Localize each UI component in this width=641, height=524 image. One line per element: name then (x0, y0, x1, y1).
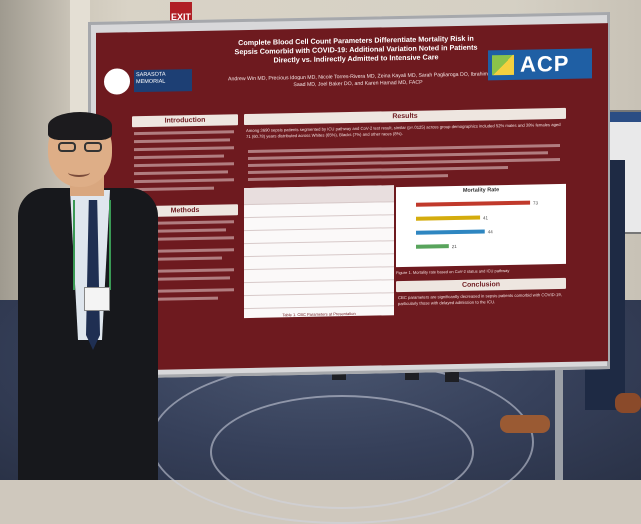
bar-value-label: 41 (483, 215, 489, 220)
text-line (134, 146, 234, 152)
mortality-bar (416, 215, 481, 221)
table-caption: Table 1. CBC Parameters at Presentation (282, 310, 356, 318)
bar-value-label: 21 (452, 244, 458, 249)
results-bullets (246, 142, 564, 184)
chart-caption: Figure 1. Mortality rate based on CoV-2 … (396, 267, 510, 276)
acp-logo: ACP (488, 48, 592, 81)
introduction-header: Introduction (132, 114, 238, 128)
text-line (134, 170, 228, 176)
text-line (248, 174, 448, 181)
carpet-pattern (210, 395, 474, 509)
bar-value-label: 44 (488, 229, 494, 234)
seal-icon (102, 66, 132, 97)
mortality-bar (416, 229, 485, 235)
poster-title: Complete Blood Cell Count Parameters Dif… (234, 33, 478, 65)
background-shoe (500, 415, 550, 433)
text-line (248, 158, 560, 167)
acp-logo-text: ACP (520, 50, 570, 77)
chart-canvas: 73 41 44 21 (416, 200, 539, 249)
mortality-rate-chart: Mortality Rate 73 41 44 21 (396, 183, 566, 268)
text-line (134, 138, 230, 144)
text-line (134, 162, 234, 168)
glasses-lens (84, 142, 102, 152)
sarasota-memorial-logo: SARASOTA MEMORIAL (102, 65, 194, 97)
acp-mark-icon (492, 54, 514, 76)
text-line (134, 154, 224, 160)
text-line (134, 130, 234, 136)
logo-text: SARASOTA MEMORIAL (134, 69, 192, 93)
cbc-parameters-table: Table 1. CBC Parameters at Presentation (244, 185, 394, 319)
results-text: Among 3690 sepsis patients segmented by … (246, 121, 561, 139)
bar-value-label: 73 (533, 200, 539, 205)
glasses (58, 142, 104, 152)
text-line (134, 178, 234, 184)
conclusion-header: Conclusion (396, 277, 566, 293)
text-line (248, 166, 508, 174)
lanyard (73, 200, 111, 290)
glasses-lens (58, 142, 76, 152)
conclusion-text: CBC parameters are significantly decreas… (398, 291, 562, 306)
table-row (244, 293, 394, 310)
necktie (86, 200, 100, 350)
poster-authors: Andrew Win MD, Precious Idogun MD, Nicol… (228, 71, 488, 89)
poster-stand-leg (555, 330, 563, 480)
background-shoe (615, 393, 641, 413)
hair (48, 112, 112, 140)
text-line (134, 186, 214, 192)
research-poster: SARASOTA MEMORIAL Complete Blood Cell Co… (96, 23, 608, 371)
mortality-bar (416, 244, 449, 249)
smile (68, 168, 90, 177)
mortality-bar (416, 200, 531, 207)
name-badge (84, 287, 110, 311)
introduction-body (132, 128, 238, 198)
